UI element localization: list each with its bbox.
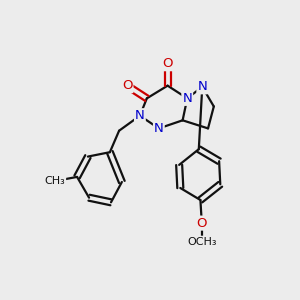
Text: O: O (162, 57, 173, 70)
Text: N: N (154, 122, 164, 135)
Text: CH₃: CH₃ (44, 176, 65, 186)
Text: O: O (122, 79, 132, 92)
Text: O: O (196, 217, 207, 230)
Text: N: N (182, 92, 192, 105)
Text: OCH₃: OCH₃ (187, 237, 217, 247)
Text: N: N (197, 80, 207, 93)
Text: N: N (135, 109, 145, 122)
